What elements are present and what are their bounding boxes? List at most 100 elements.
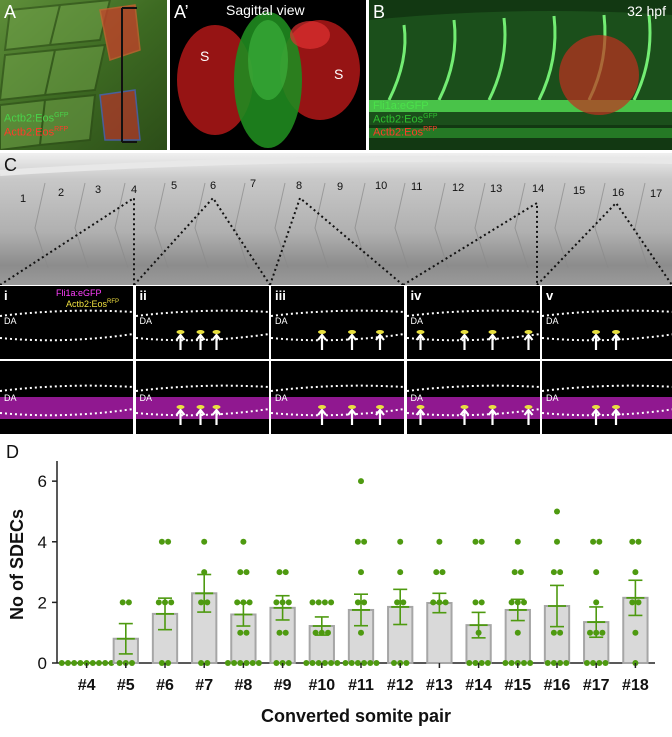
data-point	[204, 660, 211, 666]
data-point	[354, 538, 361, 545]
y-tick-label: 6	[38, 472, 47, 491]
data-point	[276, 569, 283, 576]
panel-a-prime-image	[177, 12, 360, 148]
inset-iv-top-image	[406, 309, 540, 350]
x-tick-label: #10	[308, 677, 335, 694]
data-point	[511, 569, 518, 576]
data-point	[158, 538, 165, 545]
data-point	[527, 660, 534, 666]
panel-b-legend-rfp-sup: RFP	[423, 126, 438, 133]
panel-a-prime-label: A’	[174, 2, 189, 22]
arrow-icon	[317, 408, 327, 425]
da-label: DA	[410, 316, 424, 326]
somite-number: 5	[171, 180, 178, 192]
inset-ii-top-image	[135, 309, 269, 350]
data-point	[348, 660, 355, 666]
data-point	[282, 569, 289, 576]
data-point	[632, 629, 639, 636]
data-point	[583, 660, 590, 666]
panel-b-legend-rfp-text: Actb2:Eos	[373, 126, 424, 139]
data-point	[478, 538, 485, 545]
data-point	[596, 660, 603, 666]
data-point	[358, 478, 364, 485]
data-point	[237, 629, 244, 636]
data-point	[394, 599, 401, 606]
data-point	[231, 660, 238, 666]
arrow-icon	[347, 408, 357, 425]
arrow-icon	[415, 333, 425, 350]
data-point	[517, 569, 524, 576]
panel-a-legend-rfp-text: Actb2:Eos	[4, 126, 55, 139]
data-point	[328, 599, 335, 606]
panel-b-label: B	[373, 2, 386, 22]
da-label: DA	[546, 393, 559, 403]
inset-i-top-image	[0, 309, 133, 342]
data-point	[439, 569, 446, 576]
panel-b-legend-gfp: Actb2:EosGFP	[373, 113, 438, 126]
data-point	[303, 660, 310, 666]
y-axis-label: No of SDECs	[7, 509, 27, 620]
inset-label: v	[546, 288, 554, 303]
x-tick-label: #7	[195, 677, 213, 694]
data-point	[358, 569, 364, 576]
da-label: DA	[410, 393, 424, 403]
somite-number: 6	[210, 180, 217, 192]
arrow-icon	[523, 408, 533, 425]
somite-number: 2	[58, 187, 65, 199]
data-point	[397, 538, 404, 545]
data-point	[403, 660, 410, 666]
panel-b-legend-gfp-text: Actb2:Eos	[373, 113, 424, 126]
data-point	[554, 508, 560, 515]
data-point	[155, 599, 162, 606]
arrow-icon	[459, 333, 469, 350]
panel-a-image	[0, 0, 167, 150]
somite-number: 13	[490, 183, 503, 195]
somite-number: 8	[296, 180, 303, 192]
arrow-icon	[195, 333, 205, 350]
data-point	[596, 538, 603, 545]
arrow-icon	[459, 408, 469, 425]
arrow-icon	[611, 333, 621, 350]
panel-a-prime-s-left: S	[200, 48, 210, 64]
inset-label: iv	[410, 288, 422, 303]
data-point	[629, 599, 636, 606]
data-point	[557, 629, 564, 636]
data-point	[315, 599, 322, 606]
x-tick-label: #15	[504, 677, 531, 694]
data-point	[354, 660, 361, 666]
data-point	[508, 660, 515, 666]
x-tick-label: #11	[348, 677, 374, 694]
y-tick-label: 2	[38, 593, 47, 612]
da-label: DA	[139, 393, 153, 403]
data-point	[282, 629, 289, 636]
arrow-icon	[375, 333, 385, 350]
panel-d-label: D	[6, 442, 19, 462]
data-point	[315, 660, 322, 666]
data-point	[58, 660, 65, 666]
data-point	[514, 538, 521, 545]
panel-a-prime: A’ Sagittal view S S	[170, 0, 366, 150]
panel-b-image	[369, 0, 672, 150]
data-point	[328, 660, 335, 666]
panel-b: B 32 hpf Fli1a:eGFP Actb2:EosGFP Actb2:E…	[369, 0, 672, 150]
data-point	[557, 660, 564, 666]
data-point	[342, 660, 349, 666]
panel-a-legend-rfp: Actb2:EosRFP	[4, 126, 68, 139]
inset-v-top: v DA	[542, 286, 672, 359]
data-point	[472, 599, 479, 606]
panel-a-legend-gfp: Actb2:EosGFP	[4, 112, 69, 125]
inset-iii-bottom: DA	[271, 361, 404, 434]
data-point	[472, 660, 479, 666]
data-point	[354, 599, 361, 606]
data-point	[358, 629, 364, 636]
somite-number: 4	[131, 184, 138, 196]
data-point	[373, 660, 380, 666]
somite-number: 11	[411, 181, 423, 193]
data-point	[168, 599, 175, 606]
data-point	[590, 538, 597, 545]
data-point	[361, 660, 368, 666]
somite-number: 14	[532, 183, 545, 195]
data-point	[563, 660, 570, 666]
data-point	[632, 569, 639, 576]
da-label: DA	[275, 316, 288, 326]
